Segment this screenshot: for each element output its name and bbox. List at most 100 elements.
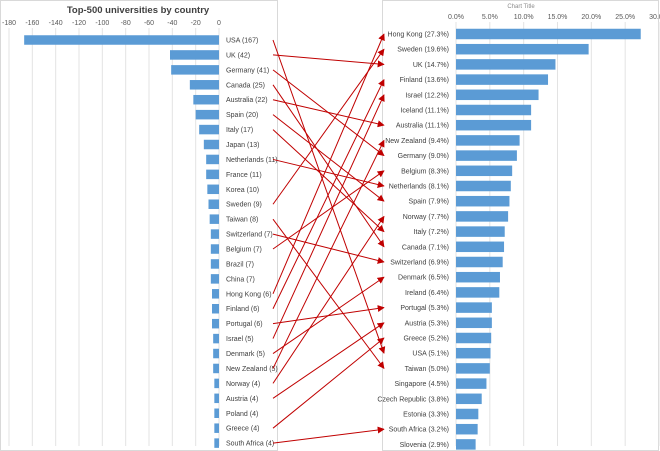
left-category-label: Poland (4) — [226, 411, 258, 418]
left-category-label: Portugal (6) — [226, 321, 263, 328]
left-x-tick-label: -80 — [121, 20, 131, 27]
connector-arrow — [272, 99, 385, 128]
left-bar — [189, 80, 219, 90]
right-category-label: Spain (7.9%) — [409, 199, 449, 206]
connector-arrow — [272, 78, 385, 309]
right-bar — [456, 74, 549, 85]
left-bar — [203, 139, 219, 150]
left-category-label: China (7) — [226, 276, 255, 283]
connector-arrow — [272, 48, 385, 205]
right-category-label: Greece (5.2%) — [403, 336, 449, 343]
right-bar — [456, 302, 492, 313]
left-chart-title: Top-500 universities by country — [67, 5, 210, 16]
right-category-label: UK (14.7%) — [413, 62, 449, 69]
right-bar — [456, 408, 479, 420]
left-category-label: New Zealand (5) — [226, 366, 278, 373]
left-x-tick-label: -100 — [95, 20, 109, 27]
right-bar — [456, 226, 505, 237]
left-x-tick-label: 0 — [217, 20, 221, 27]
right-x-tick-label: 15.0% — [548, 14, 568, 21]
left-category-label: Belgium (7) — [226, 247, 262, 254]
connector-arrow — [272, 426, 385, 444]
right-category-label: Estonia (3.3%) — [403, 412, 449, 419]
left-bar — [193, 94, 219, 105]
left-category-label: Spain (20) — [226, 112, 258, 119]
left-category-label: Finland (6) — [226, 306, 259, 313]
right-category-label: Portugal (5.3%) — [400, 305, 449, 312]
right-category-label: Austria (5.3%) — [405, 320, 449, 327]
left-x-tick-label: -20 — [191, 20, 201, 27]
right-category-label: Canada (7.1%) — [402, 244, 449, 251]
left-bar — [212, 318, 219, 329]
connector-arrow — [272, 33, 385, 295]
connector-arrow — [272, 129, 385, 233]
left-category-label: Korea (10) — [226, 187, 259, 194]
right-chart-title: Chart Title — [507, 4, 535, 10]
left-bar — [214, 408, 219, 418]
right-bar — [456, 256, 503, 268]
right-category-label: Switzerland (6.9%) — [390, 260, 449, 267]
left-category-label: Italy (17) — [226, 127, 253, 134]
left-category-label: Canada (25) — [226, 82, 265, 89]
right-category-label: Italy (7.2%) — [414, 229, 449, 236]
left-category-label: Austria (4) — [226, 396, 258, 403]
right-category-label: Ireland (6.4%) — [405, 290, 449, 297]
left-bars — [24, 35, 219, 448]
left-bar — [206, 154, 219, 165]
left-bar — [24, 35, 219, 45]
left-bar — [207, 184, 219, 195]
right-category-label: Iceland (11.1%) — [400, 108, 449, 115]
right-bar — [456, 150, 517, 161]
connector-arrow — [272, 322, 385, 399]
connector-arrow — [272, 54, 385, 68]
left-bar — [214, 393, 219, 404]
right-bar — [456, 271, 500, 283]
right-category-label: Belgium (8.3%) — [401, 168, 449, 175]
right-axis-ticks: 0.0% 5.0% 10.0% 15.0% 20.0% 25.0% 30.0% — [448, 14, 660, 21]
right-category-label: Norway (7.7%) — [403, 214, 449, 221]
left-category-label: Denmark (5) — [226, 351, 265, 358]
right-category-label: Germany (9.0%) — [398, 153, 449, 160]
left-axis-ticks: -180 -160 -140 -120 -100 -80 -60 -40 -20 0 — [2, 20, 221, 27]
connector-arrow — [272, 158, 385, 188]
left-category-label: Switzerland (7) — [226, 232, 273, 239]
right-bar — [456, 241, 505, 253]
right-bar — [456, 43, 589, 55]
right-bar — [456, 423, 478, 435]
right-bar — [456, 59, 556, 70]
right-bar — [456, 119, 532, 131]
right-bar — [456, 180, 511, 192]
left-bar — [212, 289, 219, 299]
left-bar — [210, 229, 219, 239]
right-category-label: USA (5.1%) — [412, 351, 449, 358]
right-bar — [456, 439, 476, 450]
connector-arrow — [272, 94, 385, 339]
left-category-label: Sweden (9) — [226, 202, 262, 209]
left-category-label: Australia (22) — [226, 97, 268, 104]
connector-arrow — [272, 84, 385, 248]
left-category-label: Netherlands (11) — [226, 157, 278, 164]
left-category-label: USA (167) — [226, 38, 258, 45]
left-x-tick-label: -40 — [167, 20, 177, 27]
connector-arrow — [272, 215, 385, 384]
left-bar — [212, 303, 219, 314]
left-bar — [171, 65, 219, 75]
right-category-label: Singapore (4.5%) — [395, 381, 449, 388]
right-category-label: Hong Kong (27.3%) — [388, 32, 449, 39]
left-category-label: Brazil (7) — [226, 261, 254, 268]
right-category-label: New Zealand (9.4%) — [385, 138, 449, 145]
right-x-tick-label: 30.0% — [649, 14, 660, 21]
right-x-tick-label: 0.0% — [448, 14, 464, 21]
connector-arrow — [272, 276, 385, 354]
right-category-label: Denmark (6.5%) — [398, 275, 449, 282]
left-category-label: Hong Kong (6) — [226, 291, 272, 298]
right-bar — [456, 332, 492, 344]
left-category-label: UK (42) — [226, 52, 250, 59]
connector-arrow — [272, 39, 386, 354]
left-bar — [213, 333, 219, 344]
left-category-label: Norway (4) — [226, 381, 260, 388]
left-x-tick-label: -60 — [144, 20, 154, 27]
left-bar — [195, 109, 219, 120]
left-bar — [214, 423, 219, 433]
